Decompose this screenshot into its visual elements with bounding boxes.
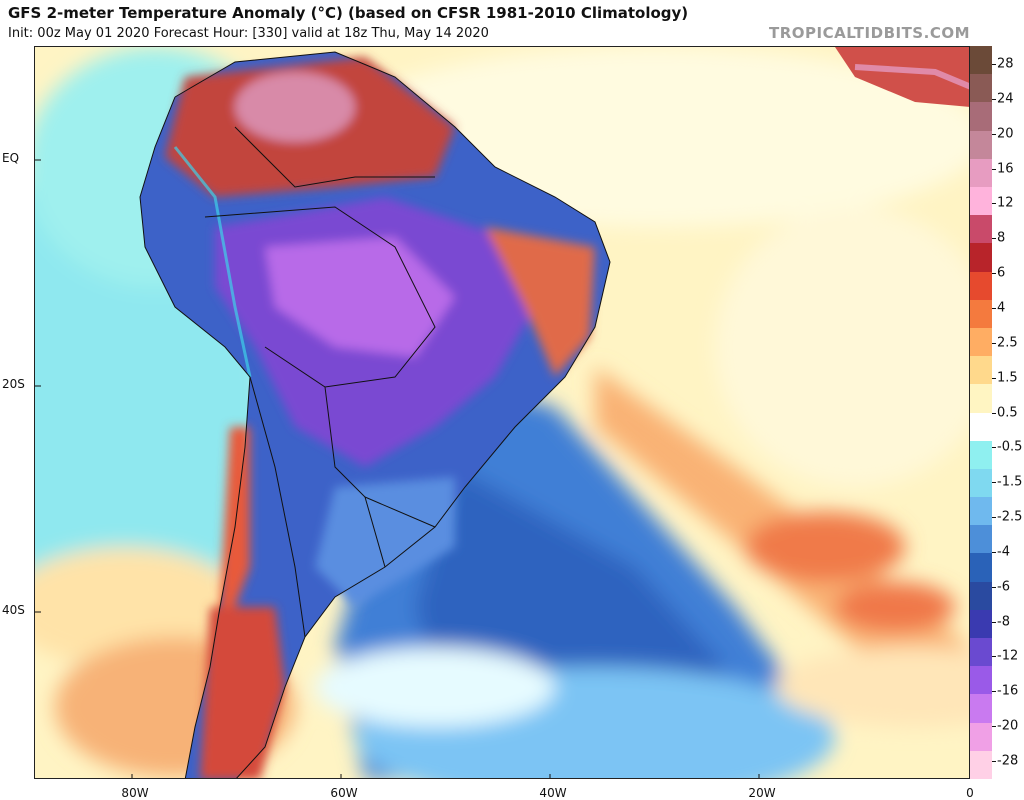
colorbar-swatch [970, 271, 992, 301]
lon-label-80w: 80W [121, 786, 149, 800]
site-credit: TROPICALTIDBITS.COM [769, 24, 970, 42]
colorbar-swatch [970, 130, 992, 160]
colorbar-swatch [970, 158, 992, 188]
colorbar-label: -16 [997, 683, 1019, 699]
colorbar-swatch [970, 553, 992, 583]
colorbar-swatch [970, 609, 992, 639]
colorbar-label: 6 [997, 265, 1006, 281]
colorbar-tick [992, 412, 996, 414]
colorbar-tick [992, 656, 996, 658]
south-america-land [140, 52, 610, 778]
colorbar-label: -28 [997, 753, 1019, 769]
colorbar-swatch [970, 243, 992, 273]
colorbar-swatch [970, 46, 992, 75]
colorbar-tick [992, 342, 996, 344]
colorbar-label: -20 [997, 718, 1019, 734]
colorbar-swatch [970, 694, 992, 724]
chart-title: GFS 2-meter Temperature Anomaly (°C) (ba… [8, 4, 689, 22]
map-canvas [35, 47, 969, 778]
colorbar-label: -6 [997, 579, 1010, 595]
colorbar-swatch [970, 215, 992, 244]
colorbar-label: 24 [997, 91, 1014, 107]
colorbar-label: 4 [997, 300, 1006, 316]
colorbar-label: 16 [997, 161, 1014, 177]
colorbar-tick [992, 586, 996, 588]
colorbar-swatch [970, 412, 992, 442]
colorbar-tick [992, 98, 996, 100]
lon-label-0: 0 [966, 786, 974, 800]
colorbar-swatch [970, 638, 992, 667]
colorbar-label: -8 [997, 614, 1010, 630]
colorbar-label: 8 [997, 230, 1006, 246]
colorbar-label: 20 [997, 126, 1014, 142]
colorbar-label: -12 [997, 648, 1019, 664]
colorbar-swatch [970, 581, 992, 611]
colorbar-swatch [970, 468, 992, 498]
colorbar-tick [992, 238, 996, 240]
colorbar-tick [992, 273, 996, 275]
lat-label-40s: 40S [2, 603, 25, 617]
colorbar-swatch [970, 186, 992, 216]
colorbar-swatch [970, 525, 992, 554]
colorbar-swatch [970, 299, 992, 329]
colorbar-tick [992, 551, 996, 553]
lat-label-eq: EQ [2, 151, 20, 165]
lon-label-40w: 40W [539, 786, 567, 800]
colorbar-swatch [970, 74, 992, 103]
anomaly-map [34, 46, 970, 779]
colorbar-tick [992, 64, 996, 65]
colorbar-swatch [970, 102, 992, 132]
africa-land [835, 47, 969, 107]
colorbar-tick [992, 482, 996, 484]
lon-label-20w: 20W [748, 786, 776, 800]
colorbar-tick [992, 168, 996, 170]
colorbar-swatch [970, 750, 992, 780]
colorbar-swatch [970, 722, 992, 752]
colorbar-tick [992, 761, 996, 762]
colorbar-label: -1.5 [997, 474, 1023, 490]
colorbar [970, 46, 992, 780]
colorbar-label: 12 [997, 195, 1014, 211]
colorbar-tick [992, 621, 996, 623]
colorbar-swatch [970, 356, 992, 385]
colorbar-swatch [970, 440, 992, 470]
country-borders [139, 51, 611, 778]
colorbar-label: 2.5 [997, 335, 1018, 351]
colorbar-label: 1.5 [997, 370, 1018, 386]
axis-ticks [35, 159, 760, 778]
colorbar-swatch [970, 327, 992, 357]
colorbar-label: -2.5 [997, 509, 1023, 525]
colorbar-tick [992, 377, 996, 379]
colorbar-label: -0.5 [997, 439, 1023, 455]
colorbar-tick [992, 726, 996, 728]
colorbar-tick [992, 307, 996, 309]
colorbar-tick [992, 447, 996, 449]
colorbar-label: -4 [997, 544, 1010, 560]
colorbar-tick [992, 517, 996, 519]
lat-label-20s: 20S [2, 377, 25, 391]
chart-subtitle: Init: 00z May 01 2020 Forecast Hour: [33… [8, 26, 489, 41]
colorbar-label: 0.5 [997, 405, 1018, 420]
colorbar-swatch [970, 497, 992, 526]
lon-label-60w: 60W [330, 786, 358, 800]
colorbar-tick [992, 691, 996, 693]
colorbar-label: 28 [997, 56, 1014, 72]
colorbar-swatch [970, 384, 992, 413]
colorbar-tick [992, 203, 996, 205]
colorbar-swatch [970, 666, 992, 695]
colorbar-tick [992, 133, 996, 135]
